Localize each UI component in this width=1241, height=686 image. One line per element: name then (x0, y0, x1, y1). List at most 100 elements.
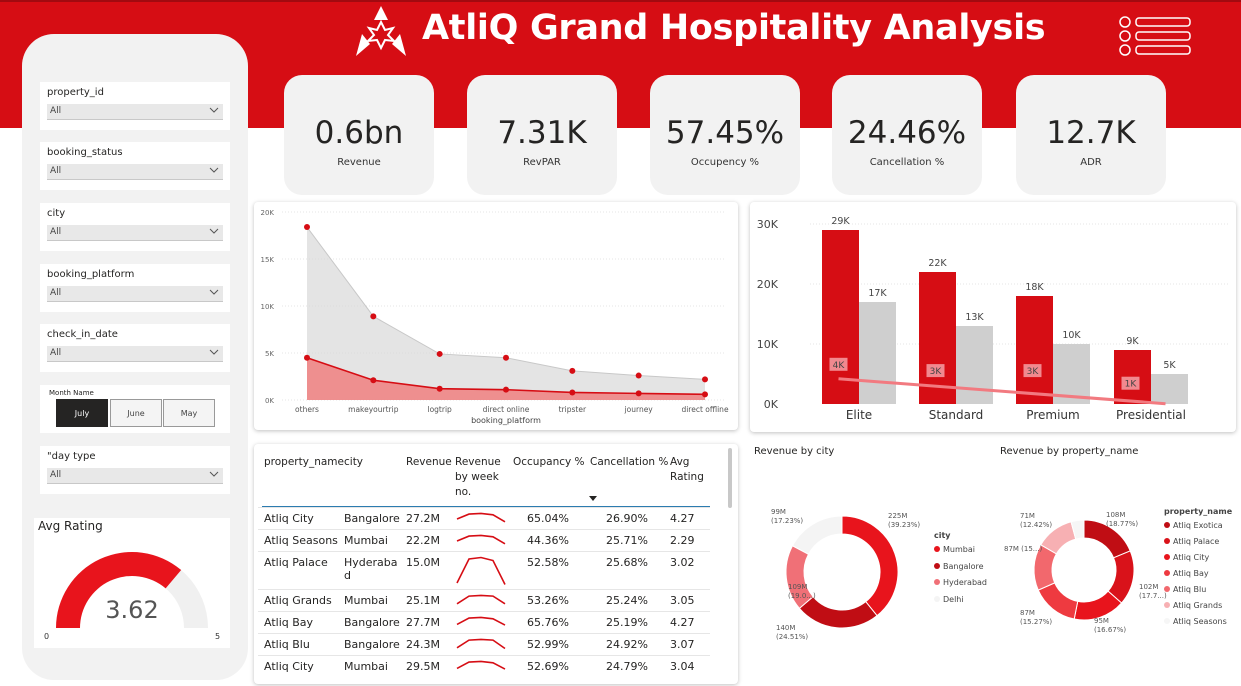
legend-label: Delhi (943, 594, 964, 604)
donut-data-label: 99M (17.23%) (771, 508, 804, 525)
revenue-by-city-title: Revenue by city (754, 446, 835, 457)
kpi-cancellation: 24.46% Cancellation % (832, 75, 982, 195)
legend-item[interactable]: Atliq Seasons (1164, 617, 1227, 626)
donut-slice[interactable] (841, 515, 899, 617)
legend-item[interactable]: Atliq Grands (1164, 601, 1222, 610)
month-button-june[interactable]: June (110, 399, 162, 427)
x-tick-label: others (295, 405, 319, 414)
data-point[interactable] (702, 391, 708, 398)
occupancy-cell: 53.26% (527, 594, 569, 607)
bar-data-label: 17K (868, 288, 887, 299)
donut-slice[interactable] (791, 515, 843, 555)
city-dropdown[interactable]: All (47, 225, 223, 241)
data-point[interactable] (569, 389, 576, 396)
y-tick-label: 5K (265, 350, 274, 358)
rating-cell: 3.02 (670, 556, 695, 569)
revenue-by-city-donut[interactable] (754, 460, 994, 680)
legend-item[interactable]: Bangalore (934, 562, 984, 571)
table-scrollbar[interactable] (728, 448, 732, 508)
rating-cell: 2.29 (670, 534, 695, 547)
rating-cell: 3.05 (670, 594, 695, 607)
booking-platform-dropdown[interactable]: All (47, 286, 223, 302)
cancellation-cell: 25.24% (606, 594, 648, 607)
trend-label-bg (926, 364, 945, 378)
bar[interactable] (956, 326, 993, 404)
bar-data-label: 5K (1163, 360, 1176, 371)
month-button-july[interactable]: July (56, 399, 108, 427)
revenue-sparkline (456, 534, 506, 545)
table-row[interactable]: Atliq City Bangalore 27.2M 65.04% 26.90% 4.27 (258, 507, 710, 529)
legend-label: Atliq City (1173, 553, 1210, 562)
data-point[interactable] (635, 372, 642, 379)
data-point[interactable] (370, 377, 377, 384)
slicer-label: city (47, 208, 66, 219)
occupancy-cell: 65.76% (527, 616, 569, 629)
chevron-down-icon (209, 471, 219, 477)
chevron-down-icon (209, 107, 219, 113)
data-point[interactable] (569, 367, 576, 374)
column-header-property-name[interactable]: property_name (264, 456, 344, 468)
legend-item[interactable]: Delhi (934, 595, 964, 604)
donut-slice[interactable] (1070, 519, 1085, 540)
data-point[interactable] (503, 354, 509, 361)
table-row[interactable]: Atliq Grands Mumbai 25.1M 53.26% 25.24% 3.05 (258, 589, 710, 611)
column-header-avg-rating[interactable]: Avg Rating (670, 456, 704, 483)
column-header-cancellation[interactable]: Cancellation % (590, 456, 669, 468)
check-in-date-dropdown[interactable]: All (47, 346, 223, 362)
month-button-may[interactable]: May (163, 399, 215, 427)
property-name-cell: Atliq Palace (264, 556, 328, 569)
month-name-slicer: Month Name July June May (40, 385, 230, 433)
bar[interactable] (1053, 344, 1090, 404)
column-header-occupancy[interactable]: Occupancy % (513, 456, 585, 468)
booking-platform-area-chart[interactable]: 0K 5K 10K 15K 20K others makeyourtrip logtrip di… (254, 202, 738, 430)
data-point[interactable] (635, 390, 642, 397)
booking-status-dropdown[interactable]: All (47, 164, 223, 180)
table-row[interactable]: Atliq Seasons Mumbai 22.2M 44.36% 25.71% 2.29 (258, 529, 710, 551)
slicer-label: booking_status (47, 147, 123, 158)
table-row[interactable]: Atliq Blu Bangalore 24.3M 52.99% 24.92% 3.07 (258, 633, 710, 655)
legend-item[interactable]: Hyderabad (934, 578, 987, 587)
legend-item[interactable]: Atliq Bay (1164, 569, 1209, 578)
legend-item[interactable]: Atliq City (1164, 553, 1209, 562)
property-id-dropdown[interactable]: All (47, 104, 223, 120)
table-row[interactable]: Atliq City Mumbai 29.5M 52.69% 24.79% 3.04 (258, 655, 710, 677)
dropdown-value: All (50, 166, 62, 176)
legend-item[interactable]: Atliq Blu (1164, 585, 1206, 594)
bar[interactable] (1016, 296, 1053, 404)
day-type-dropdown[interactable]: All (47, 468, 223, 484)
table-row[interactable]: Atliq Palace Hyderabad 15.0M 52.58% 25.68% 3.… (258, 551, 710, 589)
data-point[interactable] (503, 386, 509, 393)
bar[interactable] (919, 272, 956, 404)
x-tick-label: Premium (1026, 408, 1079, 422)
donut-data-label: 109M (19.0...) (788, 583, 816, 600)
legend-item[interactable]: Atliq Palace (1164, 537, 1219, 546)
room-class-bar-chart[interactable]: 0K 10K 20K 30K 29K 17K Elite 22K 13K Standard 18K 1… (750, 202, 1236, 432)
revenue-sparkline (456, 594, 506, 605)
column-header-revenue[interactable]: Revenue (406, 456, 452, 468)
bar[interactable] (859, 302, 896, 404)
table-row[interactable]: Atliq Bay Bangalore 27.7M 65.76% 25.19% 4.27 (258, 611, 710, 633)
cancellation-cell: 25.68% (606, 556, 648, 569)
sort-descending-icon[interactable] (589, 496, 599, 502)
y-tick-label: 20K (261, 209, 275, 217)
menu-icon[interactable] (1116, 14, 1196, 58)
data-point[interactable] (702, 376, 708, 383)
rating-cell: 4.27 (670, 512, 695, 525)
bar[interactable] (1151, 374, 1188, 404)
data-point[interactable] (304, 354, 310, 361)
data-point[interactable] (436, 350, 443, 357)
legend-item[interactable]: Mumbai (934, 545, 975, 554)
revenue-by-property-donut[interactable] (1000, 460, 1240, 680)
column-header-revenue-by-week[interactable]: Revenue by week no. (455, 456, 501, 498)
occupancy-cell: 52.69% (527, 660, 569, 673)
x-tick-label: journey (624, 405, 654, 414)
data-point[interactable] (436, 385, 443, 392)
column-header-city[interactable]: city (344, 456, 364, 468)
booking-platform-slicer: booking_platform All (40, 264, 230, 312)
data-point[interactable] (370, 313, 377, 320)
data-point[interactable] (304, 224, 310, 231)
legend-item[interactable]: Atliq Exotica (1164, 521, 1223, 530)
bar[interactable] (822, 230, 859, 404)
legend-dot (1164, 618, 1170, 624)
sparkline-path (456, 594, 506, 605)
